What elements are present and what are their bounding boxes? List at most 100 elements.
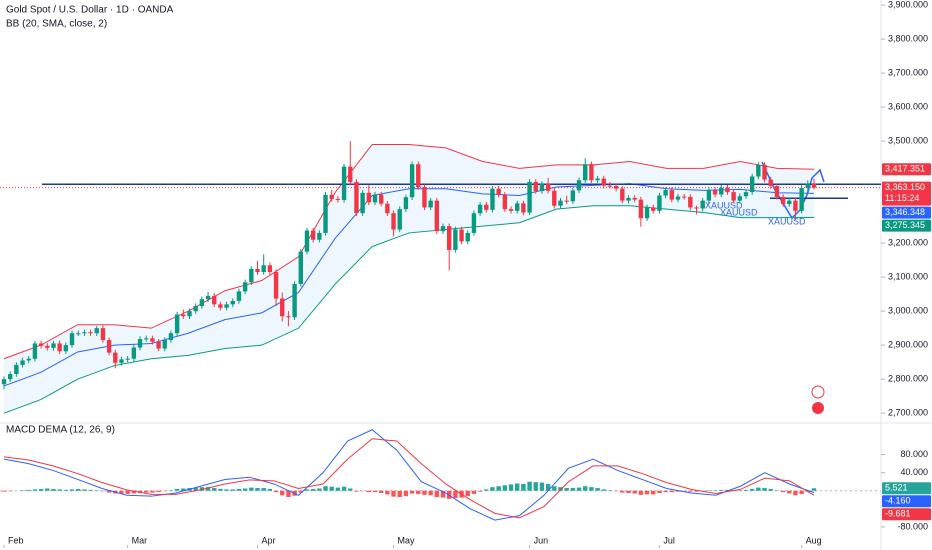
histogram-bar (323, 486, 328, 491)
histogram-bar (397, 490, 402, 498)
candle-body (391, 213, 396, 230)
price-tag-label: 3,363.150 (885, 182, 925, 192)
histogram-bar (793, 490, 798, 496)
candle-body (681, 196, 687, 198)
price-tag (882, 163, 931, 176)
candle-body (521, 203, 526, 213)
histogram-bar (434, 490, 440, 498)
candle-body (397, 209, 402, 230)
histogram-bar (496, 486, 501, 491)
event-icon (812, 402, 824, 414)
candle-body (174, 314, 180, 334)
candle-body (1, 379, 7, 385)
histogram-bar (181, 488, 186, 491)
histogram-bar (317, 488, 322, 491)
histogram-bar (409, 490, 415, 494)
candle-body (286, 316, 291, 318)
candle-body (156, 341, 161, 349)
candle-body (620, 188, 625, 201)
candle-body (378, 194, 384, 204)
histogram-bar (570, 488, 576, 491)
candle-body (242, 282, 248, 292)
histogram-bar (57, 489, 62, 491)
x-tick-label: Apr (262, 535, 276, 545)
histogram-bar (663, 490, 668, 493)
chart-title: Gold Spot / U.S. Dollar · 1D · OANDA (6, 5, 174, 16)
histogram-bar (280, 490, 285, 496)
histogram-bar (762, 488, 767, 491)
candle-body (366, 192, 372, 203)
y-tick-label: 40.000 (900, 467, 928, 477)
candle-body (601, 178, 606, 186)
candle-body (675, 196, 681, 200)
candle-body (725, 187, 730, 193)
histogram-bar (725, 489, 730, 491)
histogram-bar (749, 488, 755, 491)
candle-body (106, 340, 112, 353)
candle-body (63, 345, 69, 352)
histogram-bar (595, 488, 600, 491)
y-tick-label: -80.000 (897, 521, 928, 531)
candle-body (756, 164, 761, 177)
candle-body (137, 339, 143, 348)
candle-body (607, 185, 613, 187)
candle-body (354, 181, 359, 214)
y-tick-label: 2,800.000 (888, 374, 928, 384)
candle-body (7, 374, 13, 380)
candle-body (446, 226, 452, 250)
candle-body (712, 190, 718, 195)
candle-body (768, 179, 773, 187)
y-tick-label: 80.000 (900, 449, 928, 459)
candle-body (694, 207, 699, 209)
candle-body (595, 178, 600, 181)
candle-body (360, 192, 365, 214)
histogram-bar (545, 483, 551, 491)
x-tick-label: Mar (132, 535, 148, 545)
candle-body (589, 164, 594, 181)
candle-body (731, 192, 736, 201)
annotation: XAUUSD (720, 207, 758, 217)
histogram-bar (644, 490, 650, 495)
candle-body (261, 265, 266, 273)
candle-body (14, 364, 19, 375)
histogram-bar (125, 490, 130, 494)
histogram-bar (558, 487, 563, 491)
histogram-bar (675, 490, 681, 492)
y-tick-label: 3,600.000 (888, 101, 928, 111)
candle-body (527, 181, 532, 213)
histogram-bar (82, 489, 87, 491)
candle-body (280, 298, 285, 317)
histogram-bar (106, 490, 112, 493)
candle-body (26, 358, 31, 361)
candle-body (267, 265, 273, 273)
histogram-bar (576, 487, 582, 491)
histogram-bar (224, 489, 229, 491)
histogram-bar (428, 490, 433, 496)
candle-body (496, 188, 501, 195)
histogram-bar (218, 488, 223, 491)
candle-body (323, 194, 328, 233)
candle-body (657, 195, 662, 211)
price-tag-label: 5.521 (885, 483, 908, 493)
y-tick-label: 2,700.000 (888, 408, 928, 418)
y-tick-label: 3,100.000 (888, 272, 928, 282)
candle-body (292, 283, 297, 318)
histogram-bar (304, 489, 310, 491)
histogram-bar (564, 488, 569, 491)
candle-body (348, 166, 353, 182)
candle-body (372, 194, 378, 203)
histogram-bar (589, 487, 594, 491)
annotation: XAUUSD (705, 200, 743, 210)
candle-body (38, 343, 44, 346)
price-tag-label: 3,417.351 (885, 164, 925, 174)
histogram-bar (552, 486, 557, 491)
candle-body (409, 164, 415, 198)
candle-body (490, 188, 495, 210)
event-icon (811, 385, 825, 399)
candle-body (508, 209, 514, 211)
histogram-bar (539, 482, 545, 491)
candle-body (644, 207, 650, 219)
histogram-bar (378, 490, 384, 494)
histogram-bar (348, 488, 353, 491)
candle-body (719, 187, 724, 195)
